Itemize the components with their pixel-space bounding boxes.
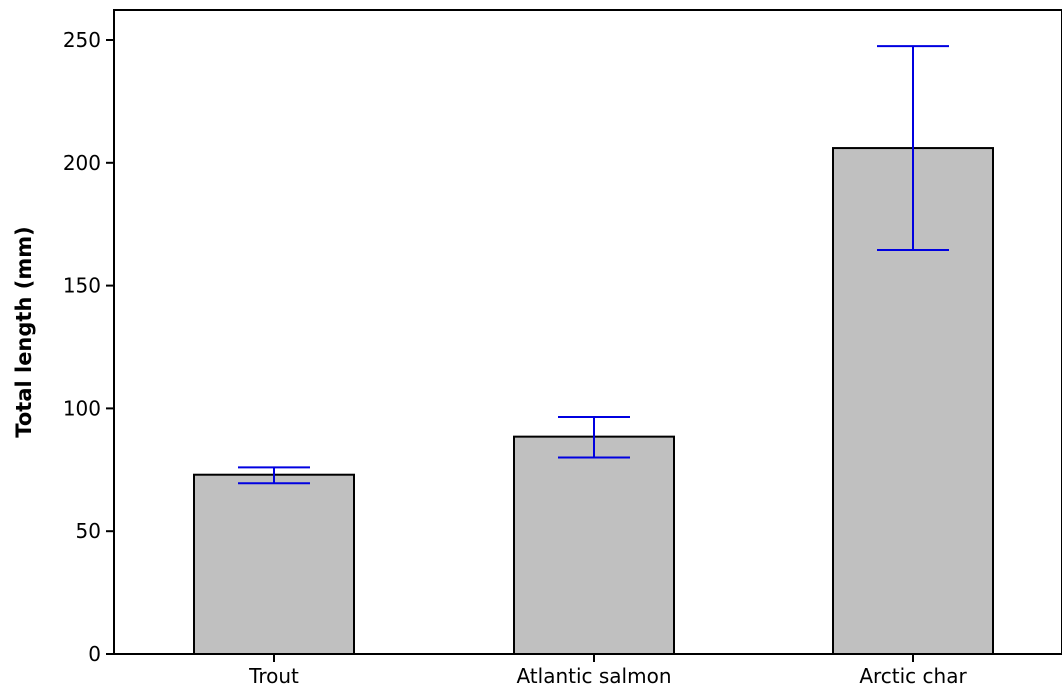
error-bar-arctic-char: [877, 45, 949, 251]
x-tick-label-atlantic-salmon: Atlantic salmon: [516, 664, 671, 688]
y-tick-label: 200: [63, 151, 101, 175]
bar-trout: [193, 473, 355, 655]
y-tick-label: 50: [76, 519, 101, 543]
bars-layer: [193, 147, 994, 656]
plot-frame: [113, 9, 1062, 655]
y-tick-label: 250: [63, 28, 101, 52]
y-tick-label: 0: [88, 642, 101, 666]
y-axis: 0 50 100 150 200 250: [63, 28, 114, 666]
y-tick-label: 100: [63, 396, 101, 420]
error-bars-layer: [238, 45, 949, 485]
y-tick-label: 150: [63, 274, 101, 298]
error-bar-atlantic-salmon: [558, 415, 630, 459]
x-tick-label-trout: Trout: [248, 664, 299, 688]
bar-atlantic-salmon: [513, 435, 675, 656]
y-axis-title: Total length (mm): [12, 226, 36, 437]
x-tick-label-arctic-char: Arctic char: [859, 664, 967, 688]
error-bar-trout: [238, 466, 310, 485]
x-axis: Trout Atlantic salmon Arctic char: [248, 654, 967, 688]
